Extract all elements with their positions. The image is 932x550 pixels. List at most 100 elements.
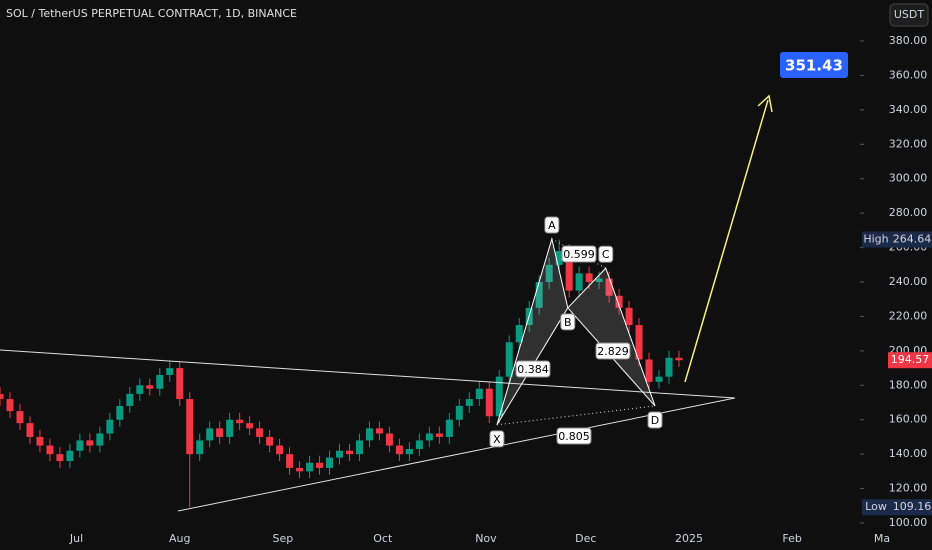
high-marker-tag-box	[862, 231, 892, 248]
point-label: C	[602, 248, 610, 261]
candle-body	[326, 457, 334, 468]
low-marker-tag-box	[862, 499, 892, 516]
y-tick-label: 140.00	[889, 447, 928, 460]
candle-body	[146, 385, 154, 389]
y-tick-label: 280.00	[889, 206, 928, 219]
ratio-label: 0.805	[558, 430, 590, 443]
ratio-label: 0.599	[563, 248, 595, 261]
candle-body	[316, 462, 324, 468]
candle-body	[445, 419, 453, 437]
candle-body	[605, 278, 613, 296]
candle-body	[595, 278, 603, 282]
candle-body	[675, 357, 683, 361]
candle-body	[16, 411, 24, 424]
axes: 100.00120.00140.00160.00180.00200.00220.…	[69, 34, 932, 545]
point-label: A	[548, 219, 556, 232]
point-label-box	[489, 430, 505, 448]
candle-body	[296, 467, 304, 472]
candle-body	[655, 376, 663, 382]
x-tick-label: Ma	[874, 532, 890, 545]
low-marker-tag: Low	[865, 500, 887, 513]
projection-arrow	[684, 99, 769, 383]
candle-body	[26, 423, 34, 437]
candle-body	[335, 450, 343, 458]
currency[interactable]: USDT	[894, 8, 925, 21]
x-tick-label: Aug	[169, 532, 190, 545]
pattern-ratio-line	[496, 405, 656, 426]
candle-body	[256, 428, 264, 437]
x-tick-label: Dec	[575, 532, 596, 545]
y-tick-label: 180.00	[889, 378, 928, 391]
y-tick-label: 100.00	[889, 516, 928, 529]
price-axis	[860, 0, 932, 550]
candle-body	[0, 393, 4, 400]
y-tick-label: 240.00	[889, 275, 928, 288]
candle-body	[226, 419, 234, 437]
candle-body	[106, 419, 114, 434]
ratio-label: 0.384	[517, 363, 549, 376]
candle-body	[286, 454, 294, 468]
point-label-box	[560, 313, 576, 331]
ratio-label: 2.829	[597, 345, 629, 358]
point-label-box	[647, 411, 663, 429]
candle-body	[635, 325, 643, 360]
candle-body	[76, 440, 84, 451]
candle-body	[186, 399, 194, 455]
y-tick-label: 300.00	[889, 172, 928, 185]
currency-button[interactable]	[889, 3, 929, 27]
ratio-box	[556, 427, 592, 445]
x-tick-label: Feb	[782, 532, 801, 545]
y-tick-label: 340.00	[889, 103, 928, 116]
candle-body	[385, 433, 393, 446]
candle-body	[425, 433, 433, 441]
x-tick-label: Nov	[475, 532, 497, 545]
chart-title: SOL / TetherUS PERPETUAL CONTRACT, 1D, B…	[6, 7, 297, 20]
candle-body	[236, 419, 244, 424]
candle-body	[435, 433, 443, 437]
target-box	[780, 52, 848, 78]
candle-body	[415, 440, 423, 449]
candle-body	[365, 428, 373, 441]
candle-body	[246, 423, 254, 429]
candle-body	[276, 445, 284, 455]
ratio-box	[561, 245, 597, 263]
candle-body	[56, 454, 64, 462]
candle-body	[345, 450, 353, 455]
candle-body	[306, 462, 314, 472]
candle-body	[665, 357, 673, 377]
y-tick-label: 360.00	[889, 68, 928, 81]
arrow-head	[757, 94, 773, 113]
x-tick-label: Sep	[273, 532, 294, 545]
candle-body	[475, 388, 483, 400]
y-tick-label: 380.00	[889, 34, 928, 47]
candle-body	[216, 428, 224, 437]
last-price-box	[888, 352, 932, 369]
point-label: B	[564, 316, 572, 329]
ratio-box	[515, 360, 551, 378]
harmonic-pattern: X A B C D 0.384 0.599 2.829 0.805	[489, 216, 663, 448]
candle-body	[196, 440, 204, 455]
x-tick-label: Oct	[373, 532, 393, 545]
x-tick-label: Jul	[69, 532, 83, 545]
point-label-box	[598, 245, 614, 263]
candle-body	[355, 440, 363, 455]
candle-body	[156, 374, 164, 389]
last-price-value: 194.57	[891, 353, 930, 366]
x-tick-label: 2025	[675, 532, 703, 545]
candle-body	[375, 428, 383, 434]
candle-body	[36, 436, 44, 446]
candle-body	[136, 385, 144, 394]
y-tick-label: 320.00	[889, 137, 928, 150]
candle-body	[615, 295, 623, 308]
target-label: 351.43	[785, 57, 843, 75]
candle-body	[575, 273, 583, 291]
candle-body	[535, 282, 543, 308]
ratio-box	[595, 342, 631, 360]
y-tick-label: 220.00	[889, 309, 928, 322]
candle-body	[206, 428, 214, 441]
candle-body	[485, 388, 493, 417]
high-marker-box	[892, 231, 932, 248]
high-marker-tag: High	[863, 233, 888, 246]
candle-body	[86, 440, 94, 446]
